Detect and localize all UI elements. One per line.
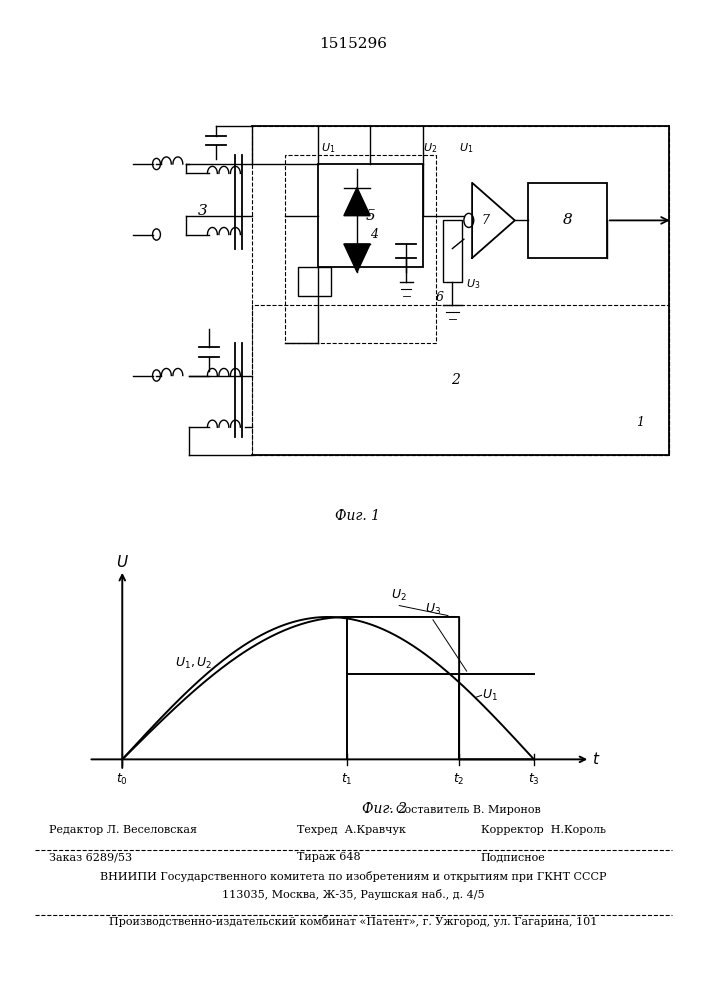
Text: 7: 7: [481, 214, 489, 227]
Text: 1515296: 1515296: [320, 37, 387, 51]
Bar: [298, 267, 331, 296]
Bar: [528, 183, 607, 258]
Text: 3: 3: [198, 204, 207, 218]
Text: $t_0$: $t_0$: [117, 772, 128, 787]
Text: 5: 5: [366, 209, 375, 223]
Text: Редактор Л. Веселовская: Редактор Л. Веселовская: [49, 825, 197, 835]
Bar: [285, 155, 436, 343]
Text: 113035, Москва, Ж-35, Раушская наб., д. 4/5: 113035, Москва, Ж-35, Раушская наб., д. …: [222, 889, 485, 900]
Text: 1: 1: [636, 416, 644, 429]
Text: $t_3$: $t_3$: [528, 772, 540, 787]
Text: $U_1$: $U_1$: [481, 688, 498, 703]
Bar: [317, 164, 423, 267]
Bar: [443, 220, 462, 282]
Text: $U_3$: $U_3$: [425, 602, 441, 617]
Text: $U_1,U_2$: $U_1,U_2$: [175, 656, 212, 671]
Text: $t$: $t$: [592, 751, 601, 767]
Text: $U_1$: $U_1$: [459, 141, 473, 155]
Text: 6: 6: [436, 291, 444, 304]
Text: 8: 8: [563, 213, 572, 227]
Text: 4: 4: [370, 228, 378, 241]
Text: $U$: $U$: [116, 554, 129, 570]
Polygon shape: [344, 188, 370, 216]
Text: $t_2$: $t_2$: [453, 772, 465, 787]
Text: Производственно-издательский комбинат «Патент», г. Ужгород, ул. Гагарина, 101: Производственно-издательский комбинат «П…: [110, 916, 597, 927]
Text: $U_1$: $U_1$: [321, 141, 335, 155]
Text: $U_2$: $U_2$: [392, 588, 407, 603]
Text: Фиг. 2: Фиг. 2: [362, 802, 407, 816]
Text: Тираж 648: Тираж 648: [297, 852, 361, 862]
Polygon shape: [344, 244, 370, 272]
Bar: [252, 126, 670, 455]
Text: Заказ 6289/53: Заказ 6289/53: [49, 852, 133, 862]
Text: Фиг. 1: Фиг. 1: [334, 510, 380, 524]
Text: 2: 2: [451, 373, 460, 387]
Text: Подписное: Подписное: [481, 852, 546, 862]
Text: Корректор  Н.Король: Корректор Н.Король: [481, 825, 606, 835]
Text: Техред  А.Кравчук: Техред А.Кравчук: [297, 825, 406, 835]
Bar: [252, 305, 670, 455]
Text: $t_1$: $t_1$: [341, 772, 353, 787]
Text: $U_2$: $U_2$: [423, 141, 437, 155]
Polygon shape: [472, 183, 515, 258]
Text: ВНИИПИ Государственного комитета по изобретениям и открытиям при ГКНТ СССР: ВНИИПИ Государственного комитета по изоб…: [100, 871, 607, 882]
Text: $U_3$: $U_3$: [465, 277, 480, 291]
Text: · Составитель В. Миронов: · Составитель В. Миронов: [389, 805, 541, 815]
